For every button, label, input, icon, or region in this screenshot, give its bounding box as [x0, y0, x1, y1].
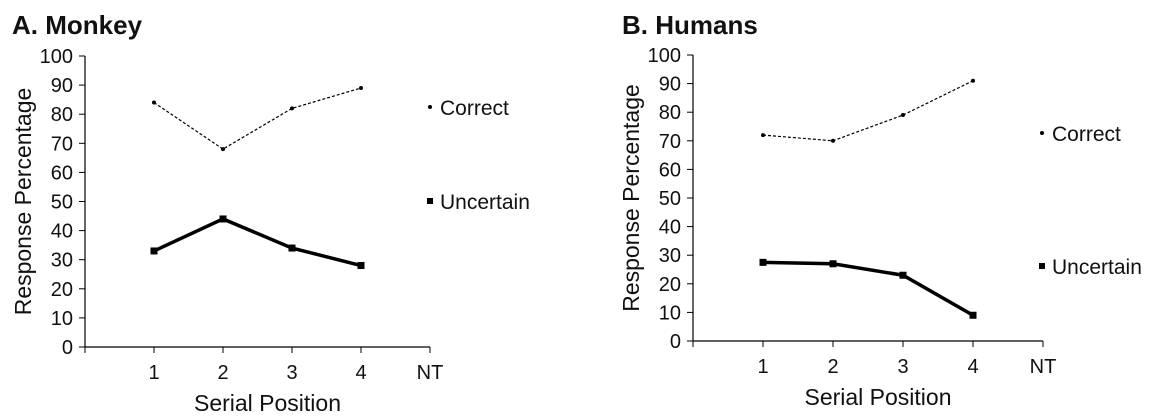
- point: [901, 113, 905, 118]
- series-line: [153, 217, 362, 268]
- y-tick-label: 40: [51, 221, 73, 243]
- point: [359, 86, 363, 91]
- x-tick-label: 2: [827, 356, 838, 378]
- point: [969, 311, 977, 319]
- chart-title: A. Monkey: [12, 10, 143, 40]
- point: [290, 106, 294, 111]
- x-tick-label: 4: [967, 356, 978, 378]
- y-axis-label: Response Percentage: [618, 84, 644, 312]
- legend-label: Uncertain: [1052, 256, 1142, 279]
- point: [150, 247, 158, 255]
- chart-title: B. Humans: [622, 10, 758, 40]
- legend-marker: [1039, 263, 1045, 269]
- y-tick-label: 10: [659, 302, 681, 324]
- y-tick-label: 50: [659, 188, 681, 210]
- y-tick-label: 100: [40, 46, 73, 68]
- y-tick-label: 30: [659, 245, 681, 267]
- y-tick-label: 100: [648, 45, 681, 67]
- series-line: [762, 260, 974, 317]
- y-tick-label: 10: [51, 308, 73, 330]
- series-line: [762, 80, 974, 142]
- x-axis-label: Serial Position: [804, 384, 951, 410]
- point: [221, 147, 225, 152]
- point: [219, 215, 227, 223]
- point: [761, 133, 765, 138]
- x-tick-label: 2: [217, 362, 228, 384]
- y-tick-label: 0: [670, 331, 681, 353]
- x-tick-label: 3: [897, 356, 908, 378]
- y-tick-label: 60: [659, 159, 681, 181]
- point: [829, 260, 837, 268]
- x-axis-label: Serial Position: [194, 390, 341, 416]
- series-line: [153, 87, 362, 150]
- y-tick-label: 20: [51, 279, 73, 301]
- point: [152, 100, 156, 105]
- point: [831, 138, 835, 143]
- legend-marker: [1040, 131, 1044, 135]
- point: [971, 78, 975, 83]
- x-tick-label: 1: [757, 356, 768, 378]
- legend-marker: [427, 198, 433, 204]
- y-tick-label: 70: [51, 133, 73, 155]
- point: [357, 262, 365, 270]
- legend-marker: [428, 105, 432, 109]
- legend-label: Correct: [1052, 123, 1121, 146]
- legend-label: Uncertain: [440, 191, 530, 214]
- y-tick-label: 20: [659, 274, 681, 296]
- y-tick-label: 80: [51, 104, 73, 126]
- y-tick-label: 0: [62, 337, 73, 359]
- y-tick-label: 90: [659, 74, 681, 96]
- y-tick-label: 40: [659, 217, 681, 239]
- y-axis-label: Response Percentage: [10, 88, 36, 316]
- y-tick-label: 80: [659, 102, 681, 124]
- y-tick-label: 30: [51, 250, 73, 272]
- point: [899, 271, 907, 279]
- point: [759, 258, 767, 266]
- y-tick-label: 90: [51, 75, 73, 97]
- x-tick-label: 4: [355, 362, 366, 384]
- y-tick-label: 60: [51, 162, 73, 184]
- y-tick-label: 50: [51, 192, 73, 214]
- x-tick-label: NT: [417, 362, 444, 384]
- x-tick-label: NT: [1030, 356, 1057, 378]
- legend-label: Correct: [440, 97, 509, 120]
- point: [288, 244, 296, 252]
- y-tick-label: 70: [659, 131, 681, 153]
- x-tick-label: 1: [148, 362, 159, 384]
- x-tick-label: 3: [286, 362, 297, 384]
